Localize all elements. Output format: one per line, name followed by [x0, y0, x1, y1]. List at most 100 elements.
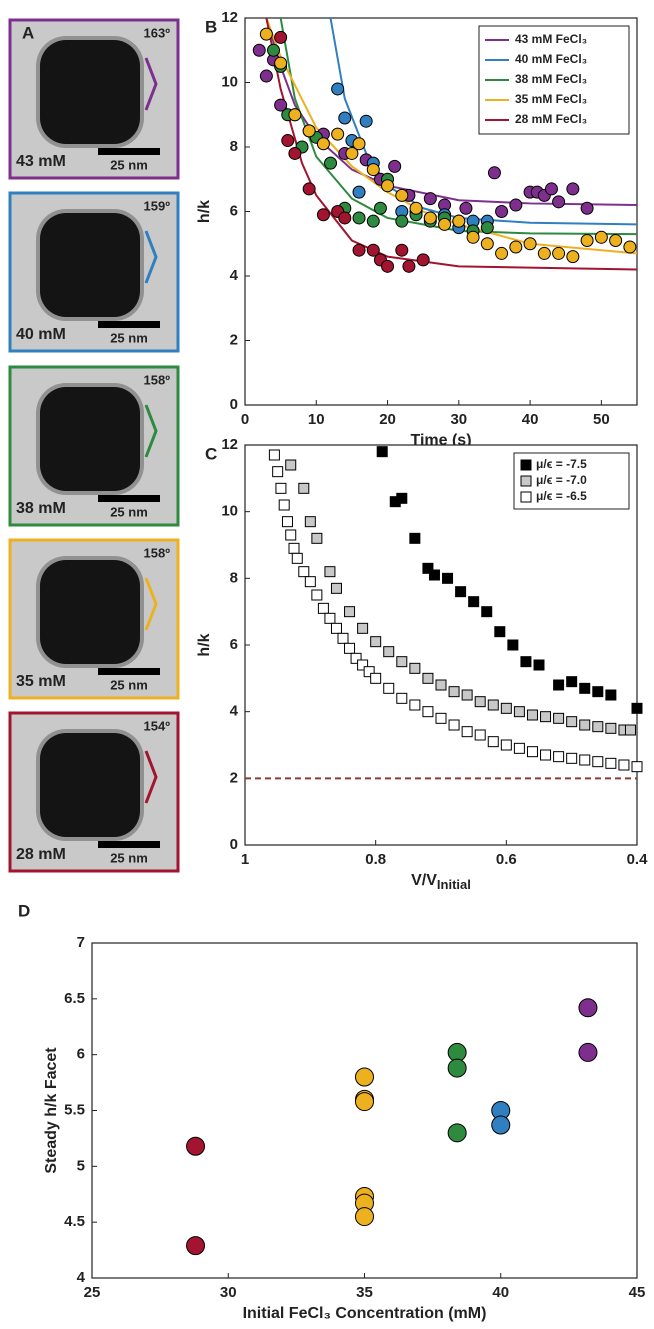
marker — [345, 146, 359, 160]
marker — [338, 111, 352, 125]
concentration: 40 mM — [16, 326, 66, 343]
marker — [507, 639, 519, 651]
marker — [579, 754, 591, 766]
scale-bar-label: 25 nm — [110, 850, 148, 865]
x-axis-label-subscript: Initial — [437, 877, 471, 892]
marker — [355, 1067, 374, 1087]
marker — [513, 742, 525, 754]
marker — [366, 163, 380, 177]
legend-swatch — [520, 459, 532, 471]
marker — [468, 596, 480, 608]
facet-angle: 158º — [144, 372, 171, 387]
marker — [288, 542, 300, 554]
y-tick-label: 6 — [230, 202, 238, 219]
scale-bar — [98, 495, 160, 502]
marker — [459, 201, 473, 215]
marker — [337, 632, 349, 644]
marker — [274, 98, 288, 112]
marker — [442, 572, 454, 584]
marker — [540, 749, 552, 761]
marker — [186, 1236, 206, 1256]
marker — [494, 626, 506, 638]
concentration: 28 mM — [16, 846, 66, 863]
marker — [623, 240, 637, 254]
marker — [438, 217, 452, 231]
scale-bar-label: 25 nm — [110, 157, 148, 172]
y-tick-label: 6.5 — [64, 990, 85, 1007]
marker — [552, 195, 566, 209]
marker — [268, 449, 280, 461]
fit-line — [265, 18, 637, 207]
facet-bracket — [144, 577, 158, 631]
y-tick-label: 6 — [230, 636, 238, 653]
legend-box — [513, 452, 630, 510]
marker — [495, 246, 509, 260]
marker — [298, 482, 310, 494]
particle — [40, 40, 140, 144]
particle — [40, 387, 140, 491]
marker — [422, 706, 434, 718]
marker — [355, 1092, 374, 1112]
marker — [513, 706, 525, 718]
marker — [422, 672, 434, 684]
marker — [618, 759, 630, 771]
marker — [579, 719, 591, 731]
marker — [352, 185, 366, 199]
marker — [605, 689, 617, 701]
marker — [592, 686, 604, 698]
marker — [416, 253, 430, 267]
marker — [272, 466, 284, 478]
marker — [383, 646, 395, 658]
marker — [495, 205, 509, 218]
marker — [578, 998, 598, 1018]
panel-label: B — [205, 17, 217, 36]
particle — [40, 213, 140, 317]
scale-bar-label: 25 nm — [110, 330, 148, 345]
marker — [352, 137, 366, 151]
y-tick-label: 4 — [77, 1269, 86, 1286]
legend-label: 35 mM FeCl₃ — [515, 92, 587, 106]
marker — [566, 250, 580, 264]
legend-label: μ/ϵ = -6.5 — [536, 489, 587, 503]
x-axis-label-text: Initial FeCl₃ Concentration (mM) — [243, 1305, 487, 1322]
marker — [370, 636, 382, 648]
marker — [395, 214, 409, 228]
panel-label: C — [205, 444, 217, 463]
legend-label: 38 mM FeCl₃ — [515, 72, 587, 86]
marker — [330, 622, 342, 634]
x-tick-label: 0 — [241, 411, 249, 428]
marker — [466, 230, 480, 244]
marker — [302, 182, 316, 196]
panel-label: A — [22, 23, 34, 42]
x-tick-label: 35 — [356, 1284, 373, 1301]
marker — [526, 709, 538, 721]
y-axis-label: h/k — [196, 633, 213, 656]
marker — [566, 716, 578, 728]
marker — [376, 446, 388, 458]
marker — [344, 642, 356, 654]
scale-bar — [98, 668, 160, 675]
marker — [509, 198, 523, 212]
marker — [402, 259, 416, 273]
marker — [298, 566, 310, 578]
marker — [288, 108, 302, 122]
y-tick-label: 4 — [230, 267, 239, 284]
marker — [366, 214, 380, 228]
marker — [281, 134, 295, 148]
marker — [355, 1207, 374, 1227]
marker — [352, 243, 366, 257]
x-tick-label: 25 — [84, 1284, 101, 1301]
scale-bar-label: 25 nm — [110, 677, 148, 692]
marker — [553, 679, 565, 691]
marker — [395, 188, 409, 202]
y-tick-label: 5.5 — [64, 1101, 85, 1118]
marker — [605, 757, 617, 769]
facet-angle: 158º — [144, 545, 171, 560]
y-tick-label: 8 — [230, 569, 238, 586]
y-tick-label: 5 — [77, 1157, 85, 1174]
y-tick-label: 10 — [221, 73, 238, 90]
y-tick-label: 7 — [77, 934, 85, 951]
x-axis-label-text: V/V — [411, 872, 437, 889]
legend-label: μ/ϵ = -7.0 — [536, 473, 587, 487]
y-tick-label: 0 — [230, 396, 238, 413]
